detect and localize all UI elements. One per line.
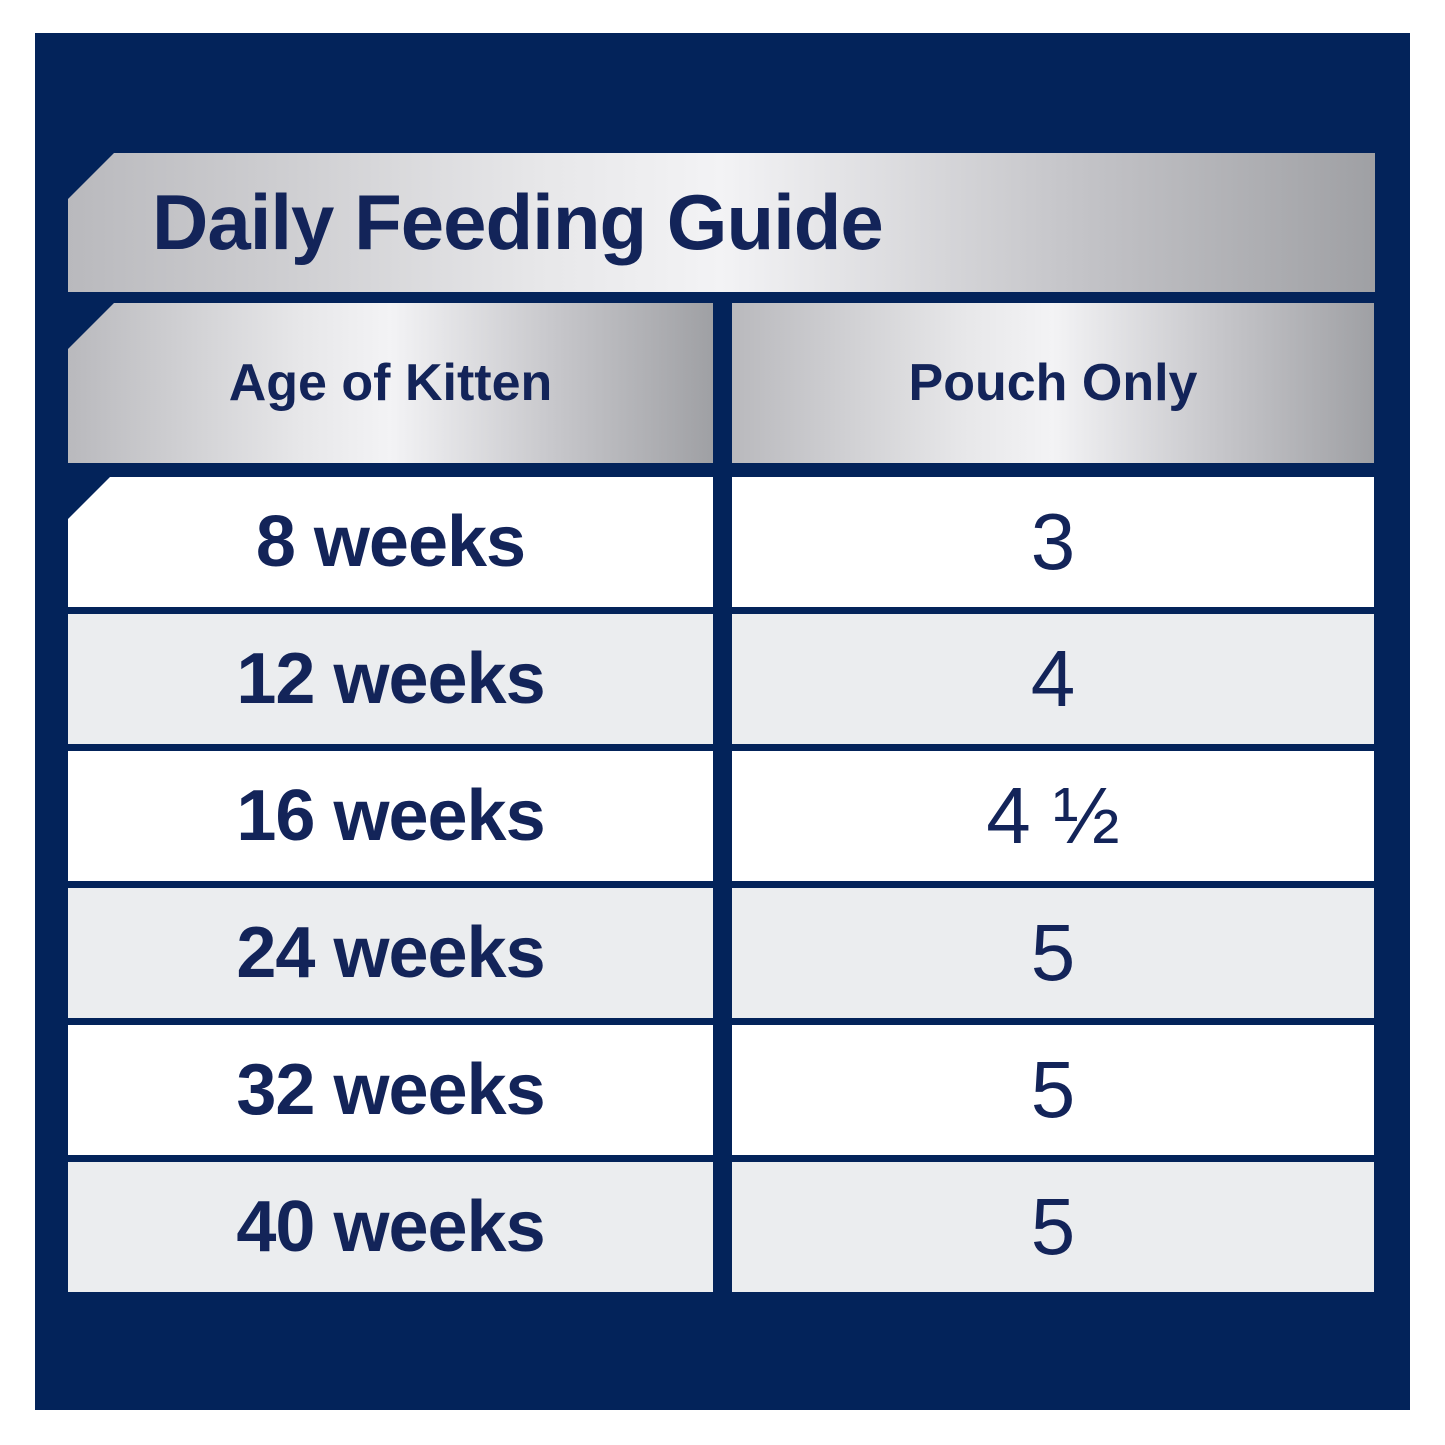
column-header-age: Age of Kitten — [68, 303, 713, 463]
pouch-count: 5 — [1030, 1182, 1076, 1271]
age-value: 32 weeks — [236, 1050, 545, 1130]
table-row-pouch-cell: 5 — [732, 1025, 1374, 1155]
pouch-count: 5 — [1030, 908, 1076, 997]
pouch-count: 4 ½ — [986, 771, 1120, 860]
pouch-count: 4 — [1030, 634, 1076, 723]
pouch-count: 3 — [1030, 497, 1076, 586]
table-row-age-cell: 24 weeks — [68, 888, 713, 1018]
column-header-pouch-label: Pouch Only — [908, 354, 1198, 412]
table-row-age-cell: 16 weeks — [68, 751, 713, 881]
age-value: 8 weeks — [255, 502, 526, 582]
table-row-pouch-cell: 4 ½ — [732, 751, 1374, 881]
table-row-age-cell: 32 weeks — [68, 1025, 713, 1155]
page-title: Daily Feeding Guide — [152, 178, 884, 266]
age-value: 16 weeks — [236, 776, 545, 856]
age-value: 12 weeks — [236, 639, 545, 719]
table-row-pouch-cell: 3 — [732, 477, 1374, 607]
age-value: 40 weeks — [236, 1187, 545, 1267]
table-row-age-cell: 40 weeks — [68, 1162, 713, 1292]
title-bar: Daily Feeding Guide — [68, 153, 1375, 292]
table-row-pouch-cell: 5 — [732, 888, 1374, 1018]
age-value: 24 weeks — [236, 913, 545, 993]
table-row-pouch-cell: 5 — [732, 1162, 1374, 1292]
column-header-pouch: Pouch Only — [732, 303, 1374, 463]
table-row-age-cell: 8 weeks — [68, 477, 713, 607]
pouch-count: 5 — [1030, 1045, 1076, 1134]
navy-background-panel: Daily Feeding Guide Age of Kitten Pouch … — [35, 33, 1410, 1410]
table-row-age-cell: 12 weeks — [68, 614, 713, 744]
table-row-pouch-cell: 4 — [732, 614, 1374, 744]
column-header-age-label: Age of Kitten — [228, 354, 553, 412]
